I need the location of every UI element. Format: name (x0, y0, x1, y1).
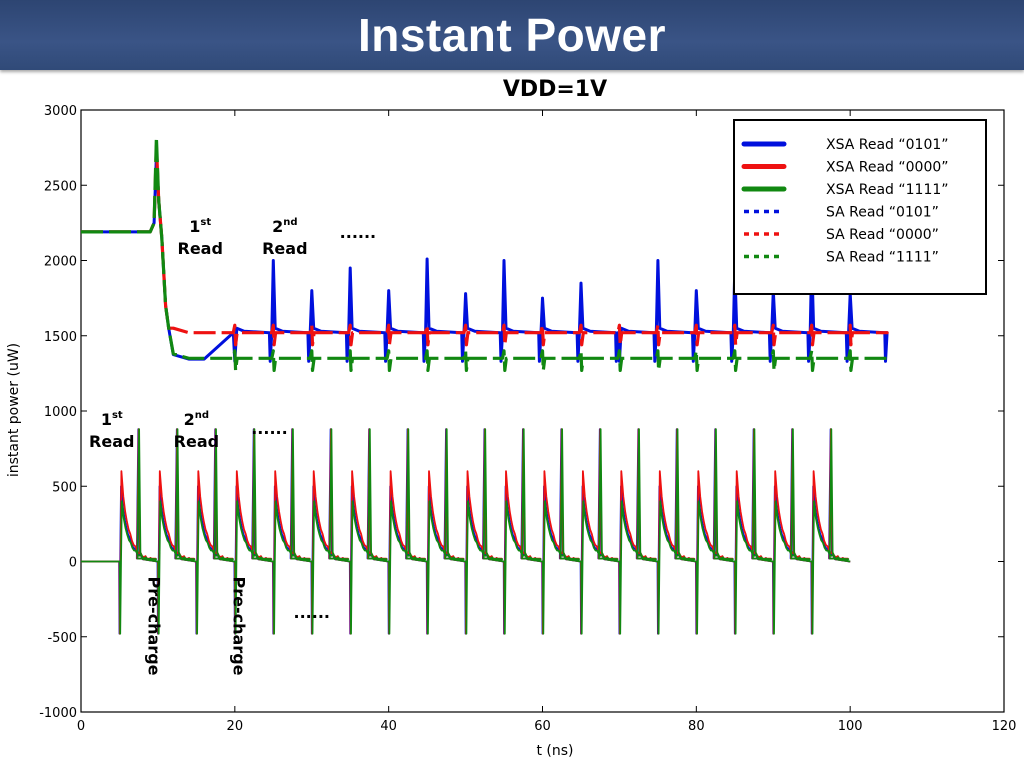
x-tick-label: 60 (534, 719, 551, 734)
lower-second-read-num: 2nd (184, 410, 209, 429)
legend-label-6: SA Read “1111” (826, 250, 939, 266)
y-axis-title: instant power (uW) (6, 343, 22, 477)
lower-second-read-num-digit: 2 (184, 410, 195, 429)
x-tick-label: 0 (77, 719, 85, 734)
y-tick-label: 1000 (44, 405, 77, 420)
axis-ticks: 0 20 40 60 80 100 120 -1000 -500 0 500 1000 1500 2000… (39, 104, 1016, 734)
series-line-2 (81, 144, 889, 347)
y-tick-label: 2500 (44, 179, 77, 194)
slide-header: Instant Power (0, 0, 1024, 70)
upper-first-read-word: Read (178, 239, 223, 258)
x-axis-title: t (ns) (536, 743, 573, 759)
legend-label-4: SA Read “0101” (826, 205, 939, 221)
y-tick-label: 1500 (44, 330, 77, 345)
legend-label-2: XSA Read “0000” (826, 160, 949, 176)
precharge-label-2: Pre-charge (229, 577, 248, 676)
precharge-label-1: Pre-charge (145, 577, 164, 676)
lower-first-read-word: Read (89, 432, 134, 451)
upper-second-read-num-sup: nd (283, 217, 297, 228)
lower-first-read-num-digit: 1 (101, 410, 112, 429)
upper-second-read-word: Read (262, 239, 307, 258)
y-tick-label: -500 (47, 631, 77, 646)
lower-first-read-num: 1st (101, 410, 123, 429)
series-line-3 (81, 135, 889, 372)
annotations: 1stRead2ndRead......1stRead2ndRead......… (89, 217, 376, 676)
legend-label-3: XSA Read “1111” (826, 182, 949, 198)
y-tick-label: 0 (69, 556, 77, 571)
legend-box (733, 119, 987, 295)
lower-second-read-num-sup: nd (195, 410, 209, 421)
lower-first-read-num-sup: st (112, 410, 123, 421)
chart-area: VDD=1V t (ns) instant power (uW) 0 20 40 60… (0, 70, 1024, 768)
legend: XSA Read “0101” XSA Read “0000” XSA Read “… (733, 119, 987, 295)
legend-label-1: XSA Read “0101” (826, 137, 949, 153)
x-tick-label: 20 (227, 719, 244, 734)
upper-first-read-num-digit: 1 (189, 217, 200, 236)
x-tick-label: 40 (380, 719, 397, 734)
lower-second-read-word: Read (174, 432, 219, 451)
upper-second-read-num-digit: 2 (272, 217, 283, 236)
series-layer (81, 135, 889, 635)
series-line-6 (81, 428, 851, 635)
y-tick-label: 2000 (44, 255, 77, 270)
x-tick-label: 100 (838, 719, 863, 734)
instant-power-chart: VDD=1V t (ns) instant power (uW) 0 20 40 60… (6, 77, 1016, 759)
y-tick-label: -1000 (39, 706, 77, 721)
upper-second-read-num: 2nd (272, 217, 297, 236)
x-tick-label: 120 (992, 719, 1017, 734)
slide-title: Instant Power (357, 9, 667, 61)
upper-ellipsis: ...... (340, 223, 376, 242)
precharge-ellipsis: ...... (294, 603, 330, 622)
lower-ellipsis: ...... (251, 419, 287, 438)
x-tick-label: 80 (688, 719, 705, 734)
upper-first-read-num-sup: st (200, 217, 211, 228)
upper-first-read-num: 1st (189, 217, 211, 236)
legend-label-5: SA Read “0000” (826, 227, 939, 243)
y-tick-label: 500 (52, 480, 77, 495)
y-tick-label: 3000 (44, 104, 77, 119)
chart-title: VDD=1V (503, 77, 607, 102)
